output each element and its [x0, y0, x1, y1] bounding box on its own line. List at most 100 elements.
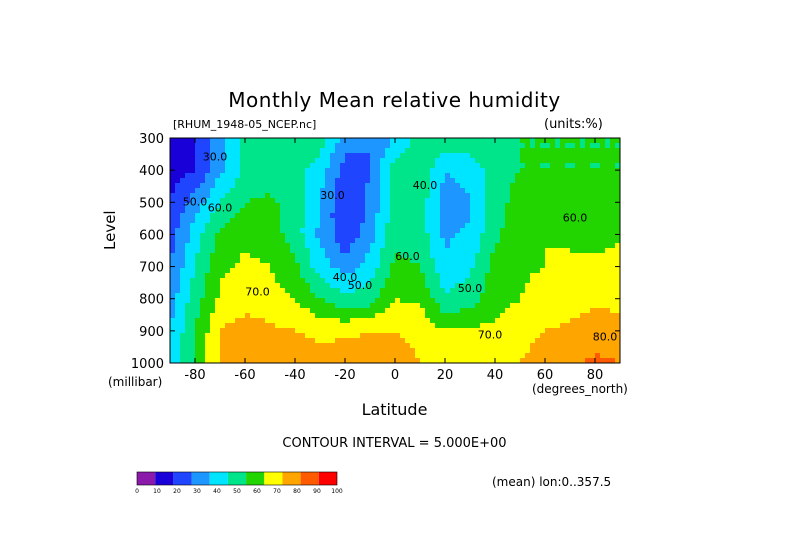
field-cell — [600, 243, 606, 249]
field-cell — [495, 333, 501, 339]
field-cell — [350, 208, 356, 214]
field-cell — [260, 148, 266, 154]
field-cell — [275, 328, 281, 334]
field-cell — [590, 188, 596, 194]
field-cell — [420, 353, 426, 359]
field-cell — [600, 303, 606, 309]
field-cell — [260, 333, 266, 339]
field-cell — [590, 193, 596, 199]
field-cell — [430, 288, 436, 294]
field-cell — [365, 188, 371, 194]
field-cell — [370, 273, 376, 279]
field-cell — [475, 303, 481, 309]
field-cell — [420, 248, 426, 254]
field-cell — [260, 338, 266, 344]
field-cell — [615, 233, 620, 239]
field-cell — [510, 323, 516, 329]
field-cell — [485, 298, 491, 304]
field-cell — [490, 288, 496, 294]
field-cell — [540, 278, 546, 284]
field-cell — [255, 278, 261, 284]
field-cell — [440, 263, 446, 269]
field-cell — [525, 303, 531, 309]
field-cell — [570, 333, 576, 339]
field-cell — [455, 343, 461, 349]
contour-field — [170, 138, 620, 363]
field-cell — [355, 228, 361, 234]
field-cell — [215, 358, 221, 363]
field-cell — [530, 253, 536, 259]
field-cell — [325, 268, 331, 274]
field-cell — [450, 163, 456, 169]
field-cell — [475, 358, 481, 363]
field-cell — [305, 203, 311, 209]
field-cell — [185, 243, 191, 249]
field-cell — [435, 173, 441, 179]
field-cell — [400, 203, 406, 209]
field-cell — [535, 183, 541, 189]
field-cell — [390, 178, 396, 184]
field-cell — [300, 238, 306, 244]
field-cell — [190, 138, 196, 144]
field-cell — [185, 328, 191, 334]
field-cell — [395, 228, 401, 234]
field-cell — [295, 288, 301, 294]
field-cell — [440, 198, 446, 204]
field-cell — [450, 273, 456, 279]
field-cell — [550, 248, 556, 254]
field-cell — [225, 188, 231, 194]
field-cell — [380, 348, 386, 354]
field-cell — [335, 313, 341, 319]
field-cell — [235, 143, 241, 149]
field-cell — [585, 308, 591, 314]
field-cell — [490, 193, 496, 199]
field-cell — [385, 258, 391, 264]
field-cell — [565, 243, 571, 249]
field-cell — [295, 328, 301, 334]
field-cell — [550, 273, 556, 279]
field-cell — [375, 358, 381, 363]
field-cell — [520, 203, 526, 209]
field-cell — [575, 268, 581, 274]
field-cell — [510, 238, 516, 244]
field-cell — [485, 303, 491, 309]
field-cell — [250, 253, 256, 259]
field-cell — [235, 303, 241, 309]
field-cell — [505, 203, 511, 209]
field-cell — [615, 318, 620, 324]
field-cell — [290, 153, 296, 159]
field-cell — [290, 268, 296, 274]
field-cell — [225, 348, 231, 354]
field-cell — [570, 253, 576, 259]
colorbar-swatch — [318, 472, 337, 485]
field-cell — [410, 353, 416, 359]
field-cell — [190, 188, 196, 194]
field-cell — [435, 313, 441, 319]
field-cell — [545, 353, 551, 359]
field-cell — [560, 293, 566, 299]
field-cell — [495, 158, 501, 164]
field-cell — [260, 233, 266, 239]
field-cell — [220, 253, 226, 259]
field-cell — [455, 213, 461, 219]
field-cell — [590, 308, 596, 314]
field-cell — [295, 323, 301, 329]
field-cell — [500, 188, 506, 194]
field-cell — [330, 348, 336, 354]
field-cell — [475, 193, 481, 199]
field-cell — [580, 233, 586, 239]
field-cell — [400, 353, 406, 359]
field-cell — [350, 163, 356, 169]
field-cell — [395, 203, 401, 209]
field-cell — [380, 328, 386, 334]
field-cell — [570, 343, 576, 349]
field-cell — [455, 298, 461, 304]
field-cell — [380, 318, 386, 324]
field-cell — [515, 203, 521, 209]
field-cell — [320, 268, 326, 274]
field-cell — [235, 158, 241, 164]
field-cell — [240, 143, 246, 149]
field-cell — [250, 223, 256, 229]
field-cell — [215, 183, 221, 189]
field-cell — [300, 263, 306, 269]
